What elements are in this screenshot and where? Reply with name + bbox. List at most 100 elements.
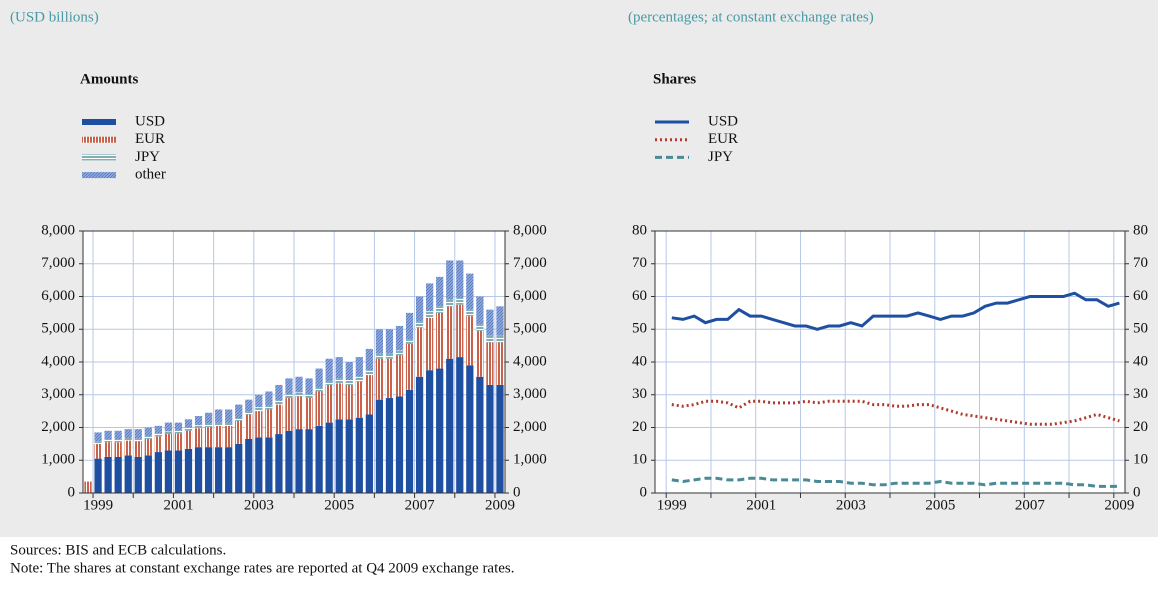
legend-label: EUR <box>708 131 738 147</box>
bar-segment <box>215 447 223 493</box>
bar-segment <box>164 431 173 435</box>
y-tick-label: 20 <box>632 419 647 435</box>
bar-segment <box>385 358 394 399</box>
bar-segment <box>496 342 504 385</box>
bar-segment <box>436 312 444 369</box>
bar-segment <box>355 381 363 418</box>
y2-tick-label: 6,000 <box>513 288 547 304</box>
x-tick-label: 2009 <box>485 497 515 513</box>
bar-segment <box>295 396 303 430</box>
bar-segment <box>325 358 333 381</box>
y2-tick-label: 60 <box>1133 288 1148 304</box>
bar-segment <box>315 368 323 388</box>
x-tick-label: 2007 <box>1015 497 1046 513</box>
bar-segment <box>375 353 384 359</box>
bar-segment <box>104 439 112 443</box>
chart-title: Amounts <box>80 71 139 87</box>
bar-segment <box>426 370 434 493</box>
bar-segment <box>446 306 454 359</box>
bar-segment <box>476 330 484 377</box>
y-tick-label: 60 <box>632 288 647 304</box>
bar-segment <box>486 335 494 343</box>
bar-segment <box>285 430 293 493</box>
y2-tick-label: 5,000 <box>513 321 547 337</box>
legend-label: USD <box>135 113 165 129</box>
bar-segment <box>215 409 223 423</box>
bar-segment <box>255 407 263 412</box>
bar-segment <box>375 399 384 493</box>
bar-segment <box>114 442 122 457</box>
bar-segment <box>245 399 253 412</box>
y2-tick-label: 1,000 <box>513 452 547 468</box>
bar-segment <box>184 430 193 449</box>
bar-segment <box>275 400 283 405</box>
y-tick-label: 5,000 <box>41 321 75 337</box>
bar-segment <box>225 447 233 493</box>
bar-segment <box>124 455 132 493</box>
bar-segment <box>124 429 132 438</box>
y2-tick-label: 0 <box>513 484 521 500</box>
bar-segment <box>184 448 193 493</box>
bar-segment <box>365 348 373 371</box>
bar-segment <box>114 430 122 440</box>
y-tick-label: 6,000 <box>41 288 75 304</box>
bar-segment <box>486 384 494 493</box>
bar-segment <box>194 416 203 426</box>
y2-tick-label: 8,000 <box>513 222 547 238</box>
bar-segment <box>154 425 162 434</box>
bar-segment <box>365 370 373 376</box>
y2-tick-label: 2,000 <box>513 419 547 435</box>
x-tick-label: 2003 <box>836 497 866 513</box>
x-tick-label: 1999 <box>83 497 113 513</box>
legend-swatch <box>82 172 116 179</box>
bar-segment <box>245 438 253 493</box>
x-tick-label: 2007 <box>405 497 436 513</box>
bar-segment <box>355 417 363 493</box>
y2-tick-label: 30 <box>1133 386 1148 402</box>
bar-segment <box>486 309 494 336</box>
bar-segment <box>305 398 313 430</box>
bar-segment <box>385 329 394 354</box>
bar-segment <box>436 306 444 313</box>
subtitle: (USD billions) <box>10 9 99 25</box>
bar-segment <box>415 321 424 328</box>
bar-segment <box>124 440 132 456</box>
bar-segment <box>134 429 142 439</box>
bar-segment <box>194 428 203 448</box>
bar-segment <box>204 447 213 493</box>
bar-segment <box>405 343 414 390</box>
bar-segment <box>225 425 233 448</box>
bar-segment <box>395 325 404 351</box>
bar-segment <box>275 404 283 435</box>
bar-segment <box>466 273 474 310</box>
bar-segment <box>335 357 343 379</box>
y2-tick-label: 80 <box>1133 222 1148 238</box>
bar-segment <box>335 378 343 384</box>
bar-segment <box>395 350 404 356</box>
subtitle: (percentages; at constant exchange rates… <box>628 9 874 25</box>
bar-segment <box>365 375 373 415</box>
bar-segment <box>295 376 303 393</box>
bar-segment <box>285 378 293 395</box>
y2-tick-label: 10 <box>1133 452 1148 468</box>
bar-segment <box>184 419 193 428</box>
plot-frame <box>654 230 1126 494</box>
bar-segment <box>144 438 152 456</box>
y-tick-label: 0 <box>640 484 648 500</box>
bar-segment <box>446 299 454 307</box>
bar-segment <box>426 317 434 371</box>
legend-swatch <box>82 136 116 143</box>
bar-segment <box>245 414 253 439</box>
legend-swatch <box>82 154 116 161</box>
bar-segment <box>295 392 303 397</box>
bar-segment <box>235 418 243 421</box>
y-tick-label: 80 <box>632 222 647 238</box>
bar-segment <box>94 458 102 493</box>
plot-frame <box>82 230 506 494</box>
bar-segment <box>174 430 183 434</box>
y2-tick-label: 70 <box>1133 255 1148 271</box>
bar-segment <box>265 391 273 406</box>
bar-segment <box>84 481 92 493</box>
bar-segment <box>496 335 504 343</box>
bar-segment <box>225 409 233 423</box>
